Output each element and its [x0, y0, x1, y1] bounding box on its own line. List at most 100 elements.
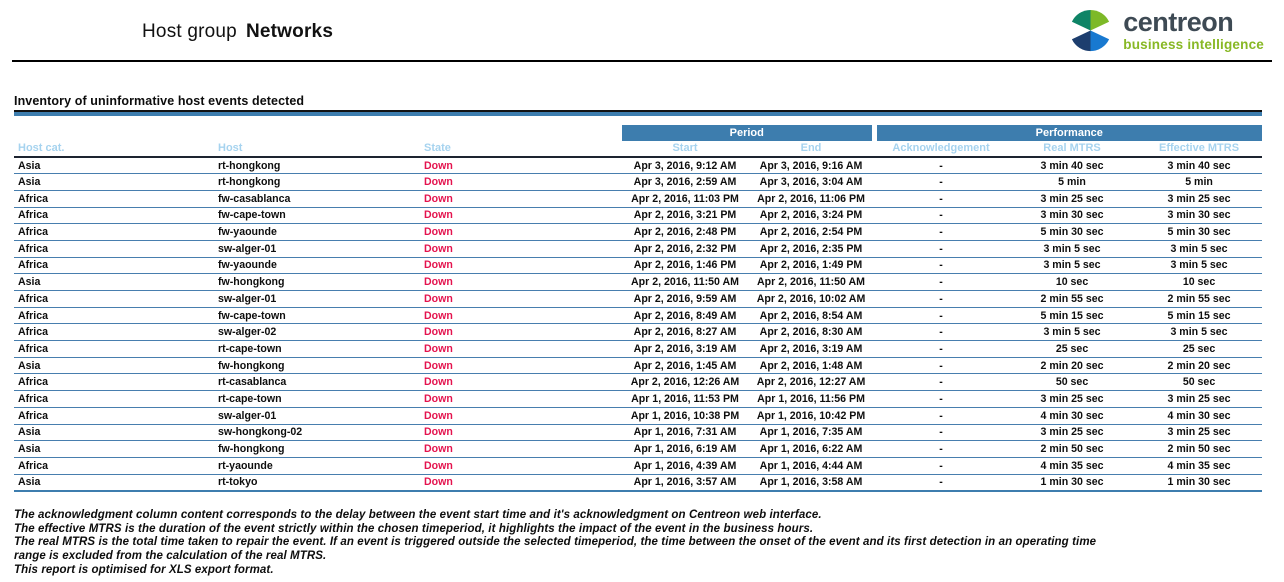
cell-host: sw-alger-01: [218, 407, 424, 425]
group-header-spacer: [14, 125, 622, 141]
footnotes: The acknowledgment column content corres…: [14, 509, 1270, 578]
cell-real-mtrs: 3 min 5 sec: [1008, 323, 1137, 342]
cell-start: Apr 2, 2016, 9:59 AM: [622, 290, 748, 308]
cell-end: Apr 1, 2016, 10:42 PM: [748, 407, 875, 425]
cell-host: fw-cape-town: [218, 307, 424, 325]
cell-effective-mtrs: 4 min 35 sec: [1136, 457, 1263, 475]
cell-state: Down: [424, 457, 622, 475]
section-title: Inventory of uninformative host events d…: [14, 94, 305, 108]
cell-acknowledgement: -: [874, 173, 1009, 191]
cell-real-mtrs: 3 min 25 sec: [1008, 390, 1137, 408]
table-row: Africa rt-yaounde Down Apr 1, 2016, 4:39 AM…: [14, 457, 1263, 475]
cell-effective-mtrs: 1 min 30 sec: [1136, 474, 1263, 492]
page-title-prefix: Host group: [142, 21, 237, 42]
cell-end: Apr 3, 2016, 3:04 AM: [748, 173, 875, 191]
cell-real-mtrs: 2 min 50 sec: [1008, 440, 1137, 458]
cell-state: Down: [424, 407, 622, 425]
centreon-logo-icon: [1072, 9, 1110, 52]
cell-real-mtrs: 3 min 30 sec: [1008, 207, 1137, 225]
cell-real-mtrs: 5 min: [1008, 173, 1137, 191]
cell-host: fw-hongkong: [218, 440, 424, 458]
page-title-name: Networks: [245, 21, 334, 42]
footnote-line: This report is optimised for XLS export …: [14, 563, 274, 576]
centreon-logo: centreon business intelligence: [1067, 7, 1264, 54]
cell-host: fw-cape-town: [218, 207, 424, 225]
cell-acknowledgement: -: [874, 457, 1009, 475]
cell-host-cat: Africa: [14, 340, 218, 358]
cell-host-cat: Africa: [14, 323, 218, 342]
cell-real-mtrs: 4 min 35 sec: [1008, 457, 1137, 475]
table-row: Africa fw-yaounde Down Apr 2, 2016, 1:46 PM…: [14, 257, 1263, 275]
group-header-performance: Performance: [871, 125, 1263, 141]
cell-state: Down: [424, 190, 622, 208]
cell-end: Apr 2, 2016, 11:06 PM: [748, 190, 875, 208]
cell-end: Apr 3, 2016, 9:16 AM: [748, 157, 875, 175]
cell-host-cat: Asia: [14, 357, 218, 375]
cell-host: sw-alger-01: [218, 240, 424, 258]
cell-real-mtrs: 4 min 30 sec: [1008, 407, 1137, 425]
col-header-start: Start: [622, 141, 748, 158]
col-header-host-cat: Host cat.: [14, 141, 218, 158]
events-table: Period Performance Host cat. Host State …: [14, 125, 1263, 492]
table-row: Asia fw-hongkong Down Apr 2, 2016, 1:45 AM A…: [14, 357, 1263, 375]
cell-host-cat: Asia: [14, 474, 218, 492]
cell-state: Down: [424, 307, 622, 325]
cell-acknowledgement: -: [874, 440, 1009, 458]
cell-acknowledgement: -: [874, 257, 1009, 275]
table-column-header-row: Host cat. Host State Start End Acknowled…: [14, 141, 1263, 158]
cell-host: fw-yaounde: [218, 257, 424, 275]
cell-effective-mtrs: 3 min 40 sec: [1136, 157, 1263, 175]
cell-host-cat: Asia: [14, 173, 218, 191]
cell-acknowledgement: -: [874, 373, 1009, 392]
cell-start: Apr 2, 2016, 1:45 AM: [622, 357, 748, 375]
cell-real-mtrs: 1 min 30 sec: [1008, 474, 1137, 492]
cell-effective-mtrs: 3 min 5 sec: [1136, 323, 1263, 342]
cell-host-cat: Asia: [14, 157, 218, 175]
cell-acknowledgement: -: [874, 390, 1009, 408]
cell-end: Apr 1, 2016, 11:56 PM: [748, 390, 875, 408]
cell-end: Apr 2, 2016, 1:48 AM: [748, 357, 875, 375]
cell-state: Down: [424, 440, 622, 458]
col-header-end: End: [748, 141, 875, 158]
table-row: Asia fw-hongkong Down Apr 2, 2016, 11:50 AM…: [14, 273, 1263, 291]
cell-acknowledgement: -: [874, 240, 1009, 258]
table-row: Africa fw-cape-town Down Apr 2, 2016, 8:49 …: [14, 307, 1263, 325]
cell-acknowledgement: -: [874, 307, 1009, 325]
cell-acknowledgement: -: [874, 474, 1009, 492]
cell-start: Apr 2, 2016, 2:48 PM: [622, 223, 748, 241]
table-row: Africa fw-casablanca Down Apr 2, 2016, 11:0…: [14, 190, 1263, 208]
footnote-line: The real MTRS is the total time taken to…: [14, 536, 1097, 549]
cell-effective-mtrs: 3 min 25 sec: [1136, 190, 1263, 208]
cell-effective-mtrs: 3 min 25 sec: [1136, 424, 1263, 442]
cell-host-cat: Asia: [14, 424, 218, 442]
cell-acknowledgement: -: [874, 424, 1009, 442]
cell-real-mtrs: 3 min 5 sec: [1008, 240, 1137, 258]
cell-acknowledgement: -: [874, 407, 1009, 425]
cell-host: fw-hongkong: [218, 273, 424, 291]
logo-text: centreon business intelligence: [1123, 9, 1264, 53]
page-title: Host group Networks: [142, 21, 333, 43]
cell-state: Down: [424, 240, 622, 258]
cell-start: Apr 2, 2016, 11:03 PM: [622, 190, 748, 208]
cell-effective-mtrs: 2 min 20 sec: [1136, 357, 1263, 375]
table-row: Africa rt-casablanca Down Apr 2, 2016, 12:2…: [14, 373, 1263, 392]
table-group-header-row: Period Performance: [14, 125, 1263, 141]
table-row: Asia rt-tokyo Down Apr 1, 2016, 3:57 AM Apr …: [14, 474, 1263, 492]
cell-effective-mtrs: 3 min 25 sec: [1136, 390, 1263, 408]
table-row: Africa sw-alger-02 Down Apr 2, 2016, 8:27 A…: [14, 323, 1263, 342]
cell-start: Apr 2, 2016, 8:27 AM: [622, 323, 748, 342]
cell-acknowledgement: -: [874, 290, 1009, 308]
cell-effective-mtrs: 2 min 55 sec: [1136, 290, 1263, 308]
cell-acknowledgement: -: [874, 357, 1009, 375]
cell-real-mtrs: 2 min 20 sec: [1008, 357, 1137, 375]
col-header-state: State: [424, 141, 622, 158]
group-header-period: Period: [622, 125, 875, 141]
table-row: Africa fw-cape-town Down Apr 2, 2016, 3:21 …: [14, 207, 1263, 225]
cell-end: Apr 2, 2016, 8:30 AM: [748, 323, 875, 342]
cell-state: Down: [424, 207, 622, 225]
section-title-underline: [14, 110, 1262, 116]
cell-start: Apr 1, 2016, 11:53 PM: [622, 390, 748, 408]
header-divider: [12, 60, 1272, 62]
cell-start: Apr 1, 2016, 4:39 AM: [622, 457, 748, 475]
cell-host-cat: Africa: [14, 407, 218, 425]
